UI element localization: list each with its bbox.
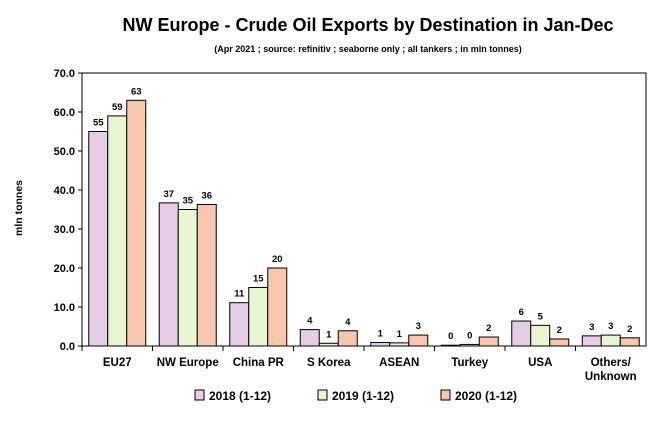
- bar: [440, 344, 461, 347]
- y-tick-label: 70.0: [54, 68, 75, 80]
- y-tick-label: 30.0: [54, 224, 75, 236]
- x-tick-label-line: ASEAN: [379, 357, 419, 369]
- bar: [299, 329, 320, 347]
- bar: [600, 334, 621, 347]
- data-label: 35: [182, 196, 193, 207]
- data-label: 4: [345, 317, 351, 328]
- x-tick-label-line: EU27: [103, 357, 132, 369]
- bar: [619, 337, 640, 347]
- bar: [530, 324, 551, 347]
- bar: [370, 341, 391, 347]
- bar: [389, 342, 410, 347]
- legend-swatch: [194, 389, 205, 401]
- data-label: 6: [519, 307, 524, 318]
- bar: [158, 202, 179, 347]
- data-label: 59: [112, 102, 123, 113]
- y-tick-label: 10.0: [54, 302, 75, 314]
- bar: [337, 330, 358, 347]
- data-label: 1: [378, 328, 384, 339]
- data-label: 20: [272, 254, 283, 265]
- x-tick-label-line: Others/: [591, 357, 632, 369]
- x-tick-label-line: China PR: [233, 357, 285, 369]
- data-label: 0: [448, 331, 453, 342]
- y-tick-label: 20.0: [54, 263, 75, 275]
- bar: [581, 335, 602, 347]
- data-label: 0: [467, 330, 472, 341]
- data-label: 3: [608, 321, 613, 332]
- bar: [107, 115, 128, 347]
- bar: [248, 287, 269, 347]
- y-tick-label: 50.0: [54, 146, 75, 158]
- legend-label: 2020 (1-12): [455, 389, 517, 403]
- legend-label: 2019 (1-12): [332, 389, 394, 403]
- chart-title: NW Europe - Crude Oil Exports by Destina…: [122, 15, 613, 35]
- x-tick-label: Turkey: [451, 357, 488, 369]
- data-label: 3: [416, 321, 421, 332]
- y-tick-label: 40.0: [54, 185, 75, 197]
- data-label: 3: [589, 322, 594, 333]
- plot-area: 0.010.020.030.040.050.060.070.0555963EU2…: [54, 68, 647, 383]
- data-label: 55: [93, 118, 104, 129]
- data-label: 4: [307, 316, 313, 327]
- legend: 2018 (1-12) 2019 (1-12) 2020 (1-12): [194, 389, 517, 403]
- data-label: 2: [557, 325, 562, 336]
- bar: [126, 99, 147, 347]
- legend-swatch: [317, 389, 328, 401]
- x-tick-label: USA: [528, 357, 552, 369]
- y-axis-label: mln tonnes: [13, 180, 25, 236]
- bar: [459, 343, 480, 347]
- x-tick-label: ASEAN: [379, 357, 419, 369]
- bar: [88, 131, 109, 347]
- data-label: 1: [397, 329, 403, 340]
- bar: [408, 334, 429, 347]
- x-tick-label: EU27: [103, 357, 132, 369]
- x-tick-label: Others/Unknown: [585, 357, 637, 383]
- bar: [511, 320, 532, 347]
- x-tick-label-line: NW Europe: [157, 357, 219, 369]
- data-label: 11: [234, 289, 245, 300]
- x-tick-label: NW Europe: [157, 357, 219, 369]
- x-tick-label-line: USA: [528, 357, 552, 369]
- data-label: 5: [538, 311, 544, 322]
- data-label: 2: [627, 324, 632, 335]
- x-tick-label: S Korea: [307, 357, 351, 369]
- data-label: 36: [201, 190, 212, 201]
- bar: [229, 302, 250, 347]
- bar: [267, 267, 288, 347]
- data-label: 15: [253, 274, 264, 285]
- y-tick-label: 0.0: [60, 341, 75, 353]
- bar: [318, 342, 339, 347]
- bar: [177, 209, 198, 347]
- x-tick-label-line: S Korea: [307, 357, 351, 369]
- data-label: 2: [486, 323, 491, 334]
- x-tick-label-line: Turkey: [451, 357, 488, 369]
- data-label: 63: [131, 86, 142, 97]
- bar: [478, 336, 499, 347]
- x-tick-label: China PR: [233, 357, 285, 369]
- legend-label: 2018 (1-12): [209, 389, 271, 403]
- bar: [549, 338, 570, 347]
- chart-subtitle: (Apr 2021 ; source: refinitiv ; seaborne…: [214, 44, 522, 54]
- bar: [196, 203, 217, 347]
- legend-swatch: [440, 389, 451, 401]
- y-tick-label: 60.0: [54, 107, 75, 119]
- data-label: 1: [326, 329, 332, 340]
- x-tick-label-line: Unknown: [585, 371, 637, 383]
- data-label: 37: [163, 189, 174, 200]
